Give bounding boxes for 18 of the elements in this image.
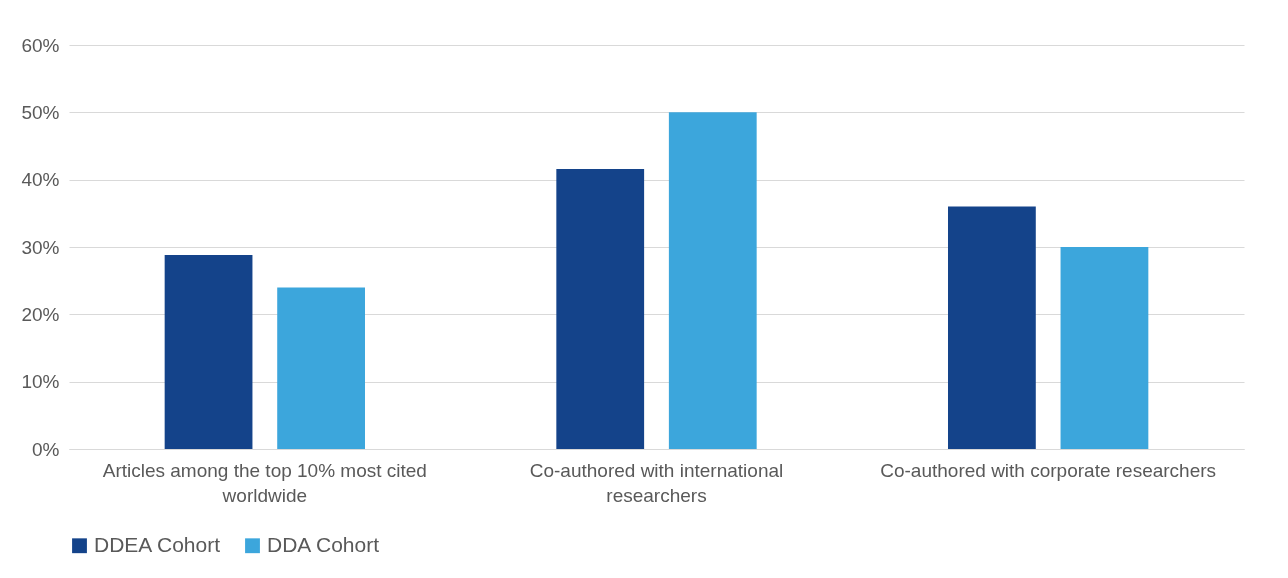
- legend-label: DDEA Cohort: [94, 532, 221, 556]
- bar: [556, 168, 645, 449]
- y-tick-label: 0%: [32, 438, 60, 460]
- x-tick-label: Co-authored with international researchers: [529, 459, 784, 506]
- y-tick-label: 40%: [21, 169, 60, 191]
- y-tick-label: 60%: [21, 34, 60, 56]
- y-tick-label: 50%: [21, 101, 60, 123]
- bar: [948, 206, 1036, 449]
- y-tick-label: 20%: [21, 303, 60, 325]
- legend-label: DDA Cohort: [267, 532, 380, 556]
- bar: [164, 255, 253, 449]
- x-tick-label: Co-authored with corporate researchers: [880, 459, 1217, 481]
- bar: [668, 112, 757, 449]
- x-tick-label: Articles among the top 10% most cited worldwide: [102, 459, 427, 506]
- bar: [277, 287, 365, 449]
- bar: [1060, 247, 1149, 449]
- y-tick-label: 30%: [21, 236, 60, 258]
- y-tick-label: 10%: [21, 371, 60, 393]
